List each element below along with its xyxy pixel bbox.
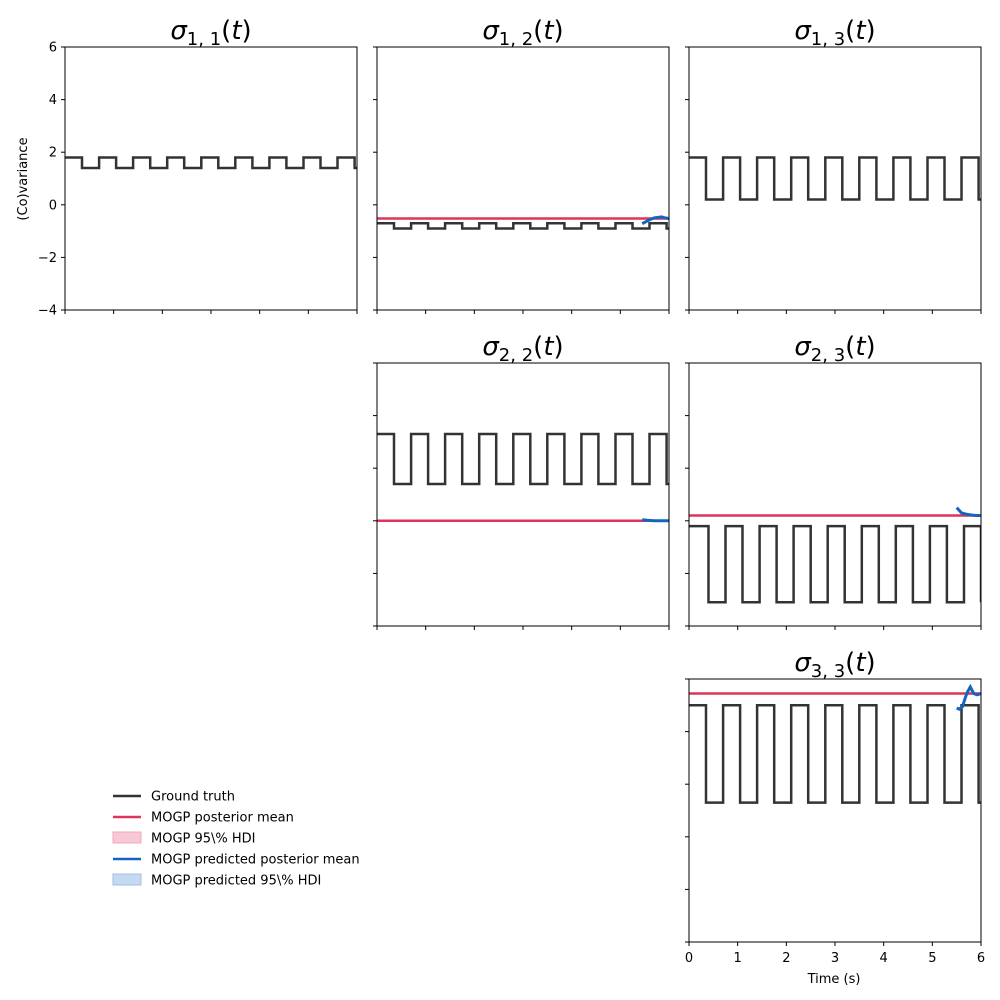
axes-frame xyxy=(688,46,982,311)
y-tick-label: −4 xyxy=(38,304,57,319)
title-subscript: 2, 3 xyxy=(811,345,845,366)
title-close: ) xyxy=(866,648,876,678)
title-subscript: 3, 3 xyxy=(811,661,845,682)
predicted-mean-line xyxy=(955,506,981,517)
x-tick-label: 0 xyxy=(685,951,693,966)
y-tick-label: 4 xyxy=(49,93,57,108)
title-sigma: σ xyxy=(482,16,500,46)
panel-title-s22: σ2, 2(t) xyxy=(482,332,563,366)
title-sigma: σ xyxy=(794,648,812,678)
title-close: ) xyxy=(866,16,876,46)
y-axis-label: (Co)variance xyxy=(16,137,31,220)
legend-swatch-predicted_hdi xyxy=(112,873,142,886)
panel-title-s33: σ3, 3(t) xyxy=(794,648,875,682)
panel-s33: σ3, 3(t) 0 1 2 3 4 5 6 xyxy=(685,648,985,966)
y-tick-label: 6 xyxy=(49,41,57,56)
legend-swatch-posterior_hdi xyxy=(112,831,142,844)
title-close: ) xyxy=(242,16,252,46)
title-sigma: σ xyxy=(794,332,812,362)
predicted-mean-line xyxy=(641,215,669,226)
panel-title-s11: σ1, 1(t) xyxy=(170,16,251,50)
legend-label-posterior_hdi: MOGP 95\% HDI xyxy=(151,832,256,847)
panel-s12: σ1, 2(t) xyxy=(373,16,670,314)
legend-label-posterior_mean: MOGP posterior mean xyxy=(151,811,294,826)
ground-truth-line xyxy=(689,524,981,604)
title-sigma: σ xyxy=(482,332,500,362)
legend-label-ground_truth: Ground truth xyxy=(151,790,235,805)
panel-title-s13: σ1, 3(t) xyxy=(794,16,875,50)
title-arg: ( xyxy=(533,16,543,46)
legend-label-predicted_mean: MOGP predicted posterior mean xyxy=(151,853,360,868)
x-tick-label: 3 xyxy=(831,951,839,966)
title-t: t xyxy=(855,648,866,678)
predicted-mean-line xyxy=(642,518,669,523)
y-tick-label: −2 xyxy=(38,251,57,266)
predicted-mean-line xyxy=(955,683,981,711)
legend-label-predicted_hdi: MOGP predicted 95\% HDI xyxy=(151,874,321,889)
x-tick-label: 1 xyxy=(734,951,742,966)
title-arg: ( xyxy=(845,332,855,362)
title-sigma: σ xyxy=(794,16,812,46)
y-tick-label: 2 xyxy=(49,146,57,161)
title-close: ) xyxy=(554,16,564,46)
panel-s13: σ1, 3(t) xyxy=(685,16,982,314)
title-subscript: 2, 2 xyxy=(499,345,533,366)
title-t: t xyxy=(543,16,554,46)
title-subscript: 1, 1 xyxy=(187,29,221,50)
panel-s22: σ2, 2(t) xyxy=(373,332,670,630)
title-t: t xyxy=(543,332,554,362)
x-axis-label: Time (s) xyxy=(807,972,861,987)
x-tick-label: 6 xyxy=(977,951,985,966)
axes-frame xyxy=(376,46,670,311)
title-arg: ( xyxy=(845,648,855,678)
title-subscript: 1, 2 xyxy=(499,29,533,50)
plot-area xyxy=(689,506,981,604)
title-arg: ( xyxy=(533,332,543,362)
title-close: ) xyxy=(554,332,564,362)
panel-s23: σ2, 3(t) xyxy=(685,332,982,630)
title-close: ) xyxy=(866,332,876,362)
axes-frame xyxy=(376,362,670,627)
plot-area xyxy=(65,156,357,170)
axes-frame xyxy=(688,678,982,943)
plot-area xyxy=(689,156,981,201)
legend: Ground truth MOGP posterior mean MOGP 95\%… xyxy=(112,790,360,889)
title-t: t xyxy=(855,16,866,46)
title-t: t xyxy=(231,16,242,46)
title-t: t xyxy=(855,332,866,362)
axes-frame xyxy=(688,362,982,627)
x-tick-label: 5 xyxy=(928,951,936,966)
ground-truth-line xyxy=(377,221,669,230)
x-tick-label: 2 xyxy=(782,951,790,966)
plot-area xyxy=(689,683,981,804)
x-tick-label: 4 xyxy=(880,951,888,966)
panel-s11: σ1, 1(t) −4 −2 0 2 4 6 xyxy=(38,16,358,319)
panel-title-s12: σ1, 2(t) xyxy=(482,16,563,50)
ground-truth-line xyxy=(377,432,669,486)
plot-area xyxy=(377,215,669,230)
title-arg: ( xyxy=(221,16,231,46)
title-subscript: 1, 3 xyxy=(811,29,845,50)
axes-frame xyxy=(64,46,358,311)
title-arg: ( xyxy=(845,16,855,46)
ground-truth-line xyxy=(689,704,981,804)
ground-truth-line xyxy=(65,156,357,170)
panel-title-s23: σ2, 3(t) xyxy=(794,332,875,366)
y-tick-label: 0 xyxy=(49,198,57,213)
title-sigma: σ xyxy=(170,16,188,46)
plot-area xyxy=(377,432,669,523)
ground-truth-line xyxy=(689,156,981,201)
